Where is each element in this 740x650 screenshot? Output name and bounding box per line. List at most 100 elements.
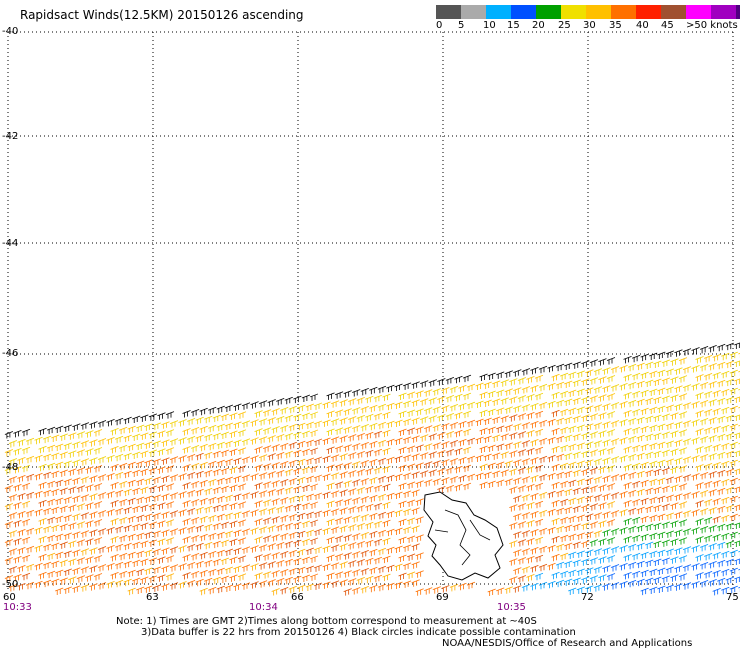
- wind-barb: [297, 566, 306, 575]
- wind-barb: [55, 533, 64, 541]
- wind-barb: [729, 441, 738, 450]
- wind-barb: [517, 575, 527, 583]
- wind-barb: [369, 422, 378, 431]
- wind-barb: [334, 391, 344, 399]
- wind-barb: [254, 446, 263, 454]
- wind-barb: [513, 549, 522, 557]
- wind-barb: [415, 426, 424, 434]
- wind-barb: [538, 491, 548, 500]
- wind-barb: [204, 559, 213, 568]
- wind-barb: [500, 415, 509, 423]
- wind-barb: [305, 457, 315, 466]
- wind-barb: [534, 410, 544, 419]
- wind-barb: [619, 400, 628, 409]
- wind-barb: [602, 493, 611, 501]
- wind-barb: [661, 467, 671, 475]
- wind-barb: [585, 387, 594, 395]
- wind-barb: [682, 474, 692, 482]
- wind-barb: [415, 444, 424, 452]
- wind-barb: [725, 486, 734, 495]
- wind-barb: [521, 368, 531, 376]
- wind-barb: [114, 417, 124, 426]
- wind-barb: [284, 450, 293, 459]
- wind-barb: [734, 342, 740, 349]
- wind-barb: [606, 483, 616, 491]
- wind-barb: [564, 506, 573, 514]
- wind-barb: [585, 495, 594, 503]
- wind-barb: [118, 516, 128, 525]
- wind-barb: [293, 413, 302, 422]
- wind-barb: [394, 473, 403, 481]
- wind-barb: [220, 413, 230, 421]
- wind-barb: [284, 468, 293, 477]
- wind-barb: [640, 443, 649, 452]
- wind-barb: [449, 475, 459, 484]
- wind-barb: [725, 576, 734, 585]
- wind-barb: [534, 464, 544, 473]
- wind-barb: [208, 514, 217, 523]
- wind-barb: [89, 547, 98, 555]
- wind-barb: [394, 545, 403, 553]
- wind-barb: [437, 378, 446, 386]
- wind-barb: [178, 455, 187, 463]
- wind-barb: [42, 525, 52, 534]
- wind-barb: [500, 433, 509, 441]
- wind-barb: [649, 370, 658, 379]
- wind-barb: [415, 408, 424, 416]
- wind-barb: [568, 443, 577, 451]
- wind-barb: [212, 558, 221, 567]
- wind-barb: [424, 425, 433, 433]
- wind-barb: [97, 546, 107, 554]
- wind-barb: [424, 389, 433, 397]
- wind-barb: [538, 563, 548, 572]
- wind-barb: [114, 453, 124, 462]
- wind-barb: [322, 545, 331, 553]
- wind-barb: [68, 522, 77, 530]
- wind-barb: [63, 478, 72, 486]
- wind-barb: [93, 537, 103, 545]
- wind-barb: [229, 484, 238, 492]
- wind-barb: [492, 434, 501, 442]
- wind-barb: [462, 446, 472, 455]
- wind-barb: [233, 439, 242, 447]
- wind-barb: [513, 477, 522, 485]
- wind-barb: [526, 430, 535, 438]
- map-title: Rapidsact Winds(12.5KM) 20150126 ascendi…: [20, 8, 304, 22]
- wind-barb: [640, 587, 649, 596]
- wind-barb: [708, 344, 717, 353]
- kerguelen-inner-coast: [434, 509, 491, 566]
- wind-barb: [127, 461, 136, 470]
- wind-barbs: [4, 342, 740, 596]
- wind-barb: [504, 406, 513, 414]
- wind-barb: [148, 521, 158, 529]
- wind-barb: [657, 387, 666, 395]
- wind-barb: [305, 529, 315, 538]
- wind-barb: [334, 409, 344, 417]
- wind-barb: [627, 471, 637, 480]
- wind-barb: [725, 468, 734, 477]
- wind-barb: [475, 400, 484, 409]
- wind-barb: [568, 551, 577, 559]
- wind-barb: [572, 469, 581, 477]
- wind-barb: [293, 467, 302, 476]
- wind-barb: [169, 474, 179, 482]
- wind-barb: [258, 472, 268, 480]
- wind-barb: [538, 581, 548, 590]
- wind-barb: [576, 550, 585, 558]
- wind-barb: [360, 406, 369, 414]
- wind-barb: [717, 469, 726, 478]
- wind-barb: [132, 505, 141, 514]
- wind-barb: [712, 353, 721, 362]
- wind-barb: [721, 586, 730, 595]
- wind-barb: [734, 414, 740, 421]
- wind-barb: [237, 555, 247, 563]
- wind-barb: [34, 490, 43, 499]
- wind-barb: [712, 461, 721, 470]
- wind-barb: [72, 495, 81, 503]
- wind-barb: [725, 450, 734, 459]
- lon-label-66: 66: [291, 592, 304, 603]
- wind-barb: [725, 360, 734, 369]
- wind-barb: [593, 566, 603, 574]
- wind-barb: [132, 541, 141, 550]
- wind-barb: [276, 577, 285, 586]
